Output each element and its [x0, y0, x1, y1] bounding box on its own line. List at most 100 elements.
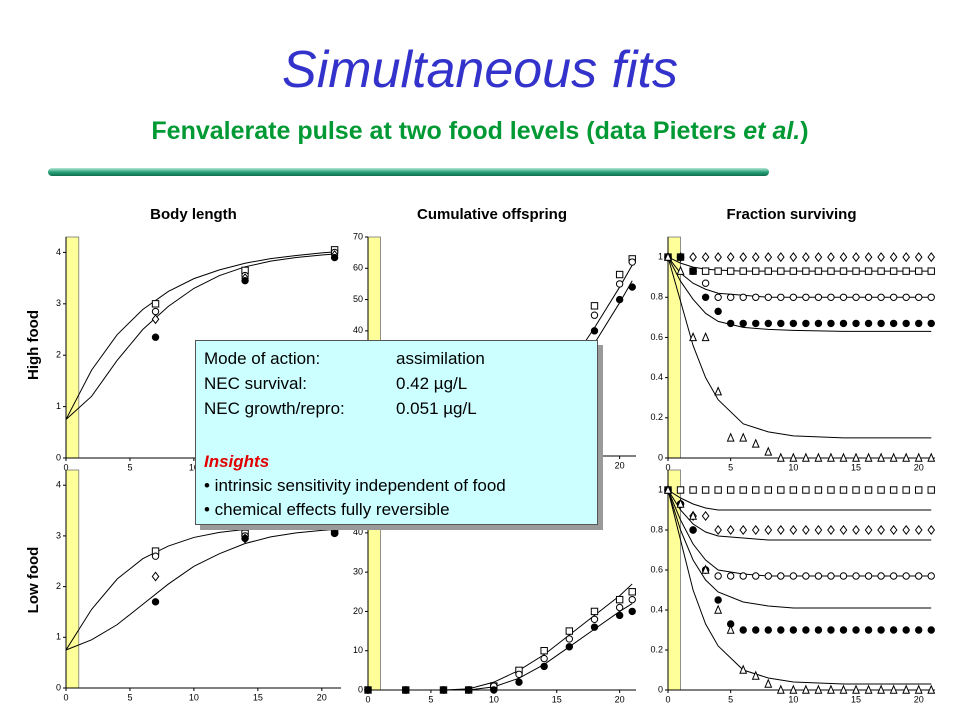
- marker-circle: [615, 280, 624, 288]
- marker-square: [827, 486, 835, 494]
- marker-triangle: [764, 446, 773, 456]
- y-tick-label: 3: [56, 530, 61, 540]
- y-tick-label: 0.6: [650, 332, 663, 342]
- marker-triangle: [927, 684, 936, 694]
- marker-triangle: [689, 510, 698, 520]
- marker-diamond: [839, 524, 848, 536]
- marker-square: [764, 486, 772, 494]
- marker-circle: [827, 572, 835, 580]
- marker-diamond: [776, 524, 785, 536]
- marker-filled-circle: [402, 686, 410, 694]
- marker-square: [565, 627, 574, 635]
- marker-diamond: [764, 524, 773, 536]
- marker-circle: [802, 572, 810, 580]
- marker-filled-circle: [701, 293, 710, 301]
- marker-diamond: [827, 524, 835, 536]
- x-tick-label: 15: [851, 694, 861, 704]
- marker-diamond: [714, 252, 722, 263]
- marker-filled-circle: [330, 529, 339, 538]
- marker-circle: [877, 572, 885, 580]
- marker-square: [839, 267, 848, 275]
- marker-circle: [814, 293, 823, 301]
- marker-diamond: [802, 252, 810, 263]
- marker-triangle: [751, 670, 760, 680]
- marker-filled-circle: [241, 534, 249, 543]
- x-tick-label: 0: [63, 462, 68, 472]
- marker-diamond: [739, 524, 748, 536]
- marker-triangle: [789, 452, 798, 462]
- marker-square: [615, 270, 624, 279]
- marker-diamond: [751, 252, 760, 263]
- fit-line: [667, 489, 932, 685]
- plot: 00.20.40.60.810 5 10 15 20: [650, 469, 936, 704]
- x-tick-label: 5: [728, 694, 733, 704]
- marker-triangle: [801, 452, 810, 462]
- marker-filled-circle: [615, 295, 624, 304]
- marker-circle: [877, 293, 885, 301]
- y-tick-label: 40: [353, 325, 363, 335]
- marker-circle: [628, 595, 636, 604]
- marker-square: [864, 267, 873, 275]
- marker-square: [877, 267, 885, 275]
- marker-square: [889, 267, 898, 275]
- marker-filled-circle: [714, 307, 722, 316]
- marker-filled-circle: [827, 319, 835, 328]
- marker-filled-circle: [676, 253, 685, 261]
- marker-filled-circle: [628, 607, 636, 616]
- marker-triangle: [889, 452, 898, 462]
- marker-diamond: [864, 252, 873, 263]
- marker-square: [590, 302, 599, 310]
- marker-triangle: [914, 684, 923, 694]
- marker-filled-circle: [689, 267, 697, 275]
- info-value: 0.051 µg/L: [396, 399, 477, 418]
- marker-square: [739, 267, 747, 275]
- marker-square: [726, 267, 735, 275]
- y-tick-label: 1: [658, 484, 663, 494]
- marker-diamond: [739, 252, 748, 263]
- marker-diamond: [814, 252, 823, 263]
- marker-circle: [852, 572, 860, 580]
- marker-circle: [927, 293, 935, 301]
- insights-title: Insights: [204, 452, 270, 471]
- y-tick-label: 3: [56, 298, 61, 308]
- fit-line: [65, 528, 335, 651]
- marker-diamond: [814, 524, 823, 536]
- fit-line: [368, 603, 633, 691]
- y-tick-label: 1: [56, 632, 61, 642]
- marker-filled-circle: [877, 626, 885, 634]
- marker-diamond: [151, 314, 160, 325]
- marker-circle: [515, 670, 523, 678]
- y-tick-label: 2: [56, 350, 61, 360]
- x-tick-label: 5: [127, 462, 132, 472]
- marker-triangle: [839, 452, 848, 462]
- marker-filled-circle: [927, 626, 935, 634]
- marker-diamond: [764, 252, 773, 263]
- exposure-pulse: [65, 469, 80, 689]
- y-tick-label: 0: [658, 684, 663, 694]
- marker-square: [777, 267, 785, 275]
- marker-triangle: [852, 452, 860, 462]
- marker-diamond: [852, 524, 860, 536]
- marker-diamond: [852, 252, 860, 263]
- marker-square: [827, 267, 835, 275]
- marker-square: [852, 486, 860, 494]
- marker-square: [915, 486, 923, 494]
- marker-circle: [739, 572, 747, 580]
- subtitle-text: ): [800, 117, 809, 145]
- marker-diamond: [914, 524, 923, 536]
- marker-circle: [764, 293, 772, 301]
- marker-square: [615, 595, 624, 604]
- y-tick-label: 4: [56, 247, 61, 257]
- marker-square: [701, 267, 710, 275]
- y-tick-label: 0.8: [650, 292, 663, 302]
- fit-line: [65, 251, 335, 420]
- marker-triangle: [801, 684, 810, 694]
- x-tick-label: 20: [914, 462, 924, 472]
- marker-square: [814, 486, 823, 494]
- x-tick-label: 10: [788, 694, 798, 704]
- marker-square: [902, 267, 910, 275]
- x-tick-label: 10: [189, 692, 199, 702]
- marker-filled-circle: [802, 319, 810, 328]
- subtitle-text: Fenvalerate pulse at two food levels (da…: [151, 117, 744, 145]
